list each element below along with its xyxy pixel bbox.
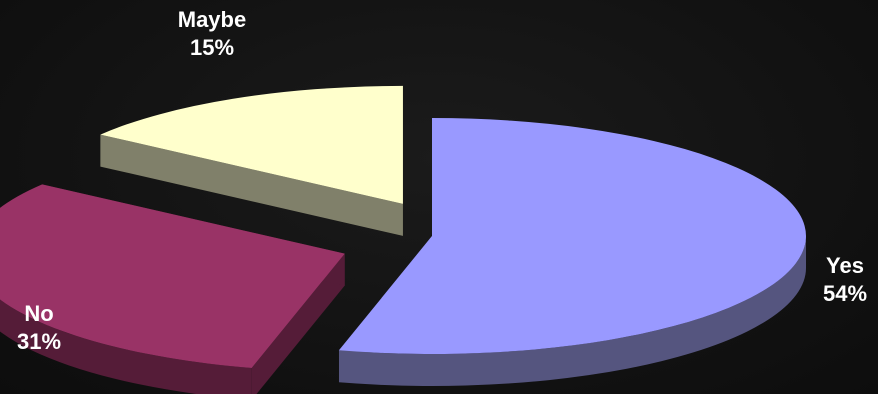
slice-label-yes-name: Yes: [826, 253, 864, 278]
slice-no-wall-start: [251, 253, 345, 394]
slice-label-yes-value: 54%: [822, 281, 868, 306]
slice-maybe-wall-start: [100, 134, 403, 236]
slice-label-no: No 31%: [0, 300, 78, 356]
slice-label-yes: Yes 54%: [812, 252, 878, 308]
slice-label-maybe-name: Maybe: [177, 7, 247, 32]
slice-label-no-name: No: [24, 301, 54, 326]
slice-no-side: [0, 299, 252, 394]
slice-label-maybe-value: 15%: [189, 35, 235, 60]
slice-yes-side: [338, 236, 807, 386]
slice-maybe: [100, 85, 403, 204]
slice-label-maybe: Maybe 15%: [160, 6, 264, 62]
slice-label-no-value: 31%: [16, 329, 62, 354]
slice-yes: [338, 118, 807, 354]
slice-no: [0, 184, 345, 368]
